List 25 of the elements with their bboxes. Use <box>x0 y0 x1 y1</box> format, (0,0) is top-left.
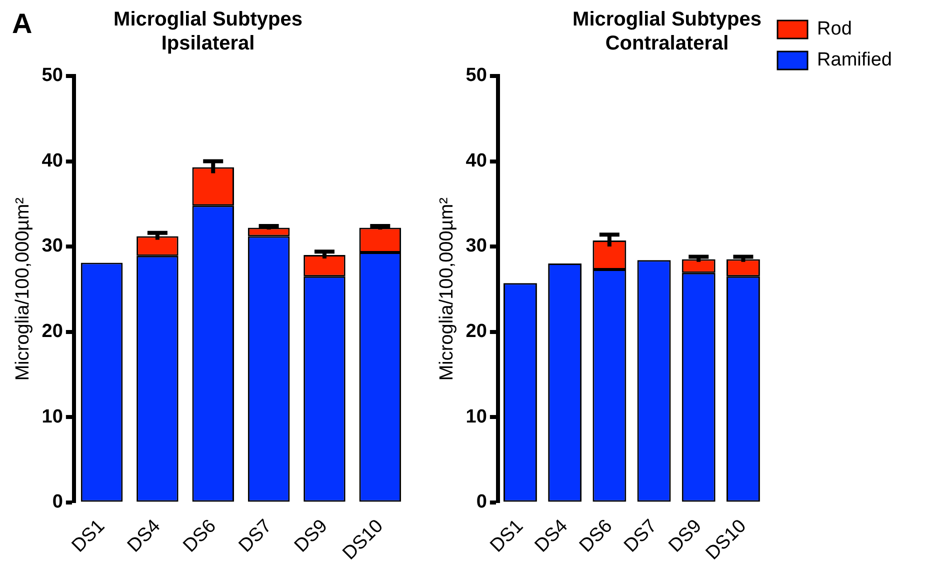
chart-title: Microglial Subtypes <box>114 8 302 31</box>
y-tick-label: 50 <box>466 65 487 86</box>
y-tick-label: 0 <box>476 492 487 513</box>
chart-subtitle: Ipsilateral <box>161 32 255 55</box>
y-tick-label: 20 <box>42 320 63 342</box>
y-tick-label: 40 <box>466 150 487 172</box>
y-tick-label: 20 <box>466 320 487 342</box>
y-tick-label: 30 <box>42 236 63 257</box>
legend-label: Rod <box>817 18 852 40</box>
x-tick-label: DS9 <box>290 516 332 557</box>
y-tick-label: 0 <box>52 492 63 513</box>
y-tick-label: 40 <box>42 150 63 172</box>
y-tick-label: 10 <box>466 406 487 428</box>
y-axis-title: Microglia/100,000µm² <box>12 198 34 381</box>
x-tick-label: DS1 <box>486 516 528 557</box>
chart-subtitle: Contralateral <box>605 32 729 55</box>
y-axis-title: Microglia/100,000µm² <box>436 198 458 381</box>
y-tick-label: 30 <box>466 236 487 257</box>
y-tick-label: 50 <box>42 65 63 86</box>
text: A <box>12 8 32 40</box>
x-tick-label: DS1 <box>68 516 110 557</box>
chart-title: Microglial Subtypes <box>572 8 762 31</box>
legend-label: Ramified <box>817 50 892 71</box>
x-tick-label: DS9 <box>664 516 706 557</box>
y-tick-label: 10 <box>42 406 63 428</box>
